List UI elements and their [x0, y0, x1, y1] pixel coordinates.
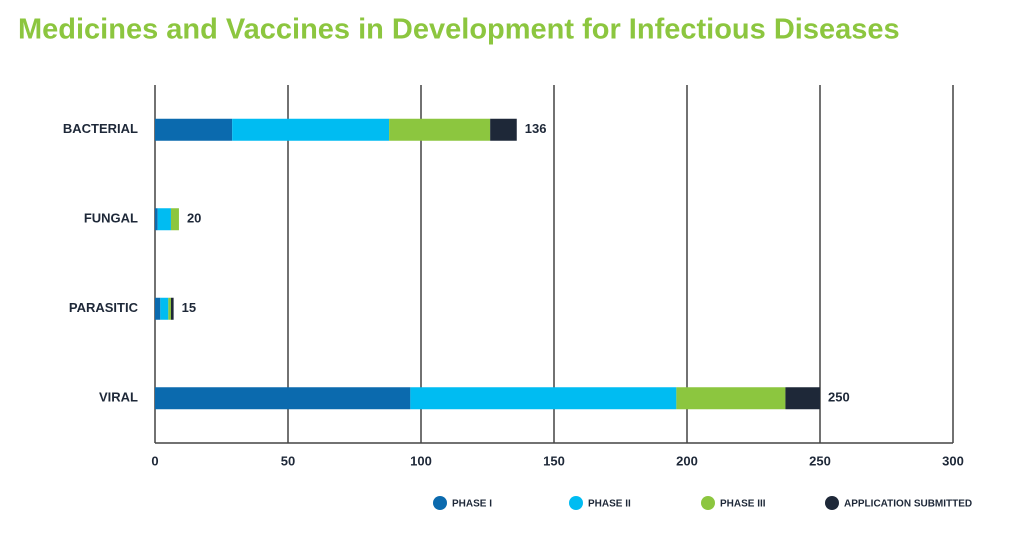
bar-segment	[490, 118, 517, 141]
bar-segment	[155, 118, 233, 141]
legend-label: PHASE I	[452, 499, 492, 510]
bar-segment	[232, 118, 390, 141]
y-tick-label: VIRAL	[99, 390, 138, 405]
total-label: 136	[525, 121, 547, 136]
legend-swatch	[701, 496, 715, 510]
y-tick-label: FUNGAL	[84, 211, 138, 226]
legend-label: APPLICATION SUBMITTED	[844, 499, 972, 510]
y-tick-label: BACTERIAL	[63, 121, 138, 136]
bar-segment	[155, 387, 411, 410]
x-tick-label: 200	[676, 453, 698, 468]
legend-label: PHASE II	[588, 499, 631, 510]
x-tick-label: 250	[809, 453, 831, 468]
legend-swatch	[825, 496, 839, 510]
bar-segment	[170, 208, 179, 231]
legend-label: PHASE III	[720, 499, 766, 510]
x-tick-label: 150	[543, 453, 565, 468]
x-tick-label: 50	[281, 453, 295, 468]
bar-segment	[170, 297, 174, 320]
bar-segment	[676, 387, 786, 410]
total-label: 20	[187, 211, 201, 226]
bar-segment	[410, 387, 677, 410]
chart-title: Medicines and Vaccines in Development fo…	[18, 14, 900, 46]
x-tick-label: 300	[942, 453, 964, 468]
y-tick-label: PARASITIC	[69, 300, 139, 315]
bar-segment	[155, 297, 161, 320]
bar-segment	[155, 208, 158, 231]
bar-segment	[157, 208, 171, 231]
total-label: 250	[828, 390, 850, 405]
bar-segment	[160, 297, 169, 320]
total-label: 15	[182, 300, 196, 315]
x-tick-label: 100	[410, 453, 432, 468]
legend-swatch	[433, 496, 447, 510]
bar-segment	[168, 297, 171, 320]
legend-swatch	[569, 496, 583, 510]
bar-segment	[785, 387, 820, 410]
bar-segment	[389, 118, 491, 141]
x-tick-label: 0	[151, 453, 158, 468]
